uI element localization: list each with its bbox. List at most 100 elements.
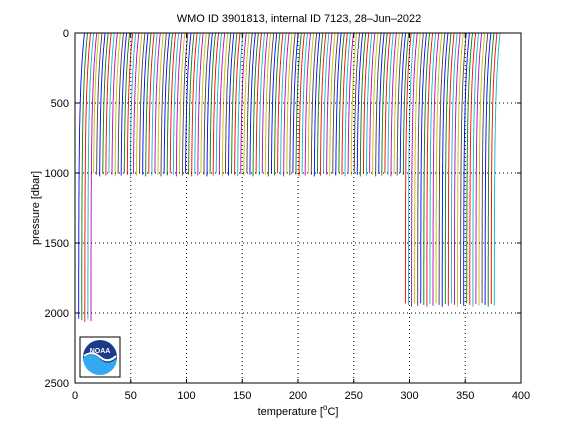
- profile-line: [166, 32, 174, 176]
- profile-line: [191, 32, 198, 177]
- profile-line: [240, 32, 247, 174]
- profile-line: [310, 32, 318, 175]
- profile-line: [289, 32, 296, 176]
- profile-line: [209, 32, 216, 174]
- profile-line: [87, 32, 95, 320]
- x-tick-label: 200: [289, 390, 307, 402]
- profile-line: [224, 32, 232, 174]
- x-tick-label: 250: [345, 390, 363, 402]
- profile-line: [429, 32, 437, 304]
- profile-line: [469, 32, 477, 305]
- x-tick-label: 150: [233, 390, 251, 402]
- profile-line: [378, 32, 385, 174]
- profile-line: [157, 32, 164, 175]
- profile-line: [387, 32, 394, 175]
- profile-line: [329, 32, 336, 177]
- profile-line: [105, 32, 112, 176]
- profile-line: [478, 32, 486, 306]
- profile-line: [466, 32, 473, 304]
- profile-line: [372, 32, 379, 175]
- profile-line: [457, 32, 464, 307]
- profile-line: [438, 32, 446, 305]
- profile-line: [320, 32, 327, 176]
- profile-line: [178, 32, 186, 174]
- profile-line: [292, 32, 299, 173]
- profile-line: [136, 32, 143, 176]
- profile-line: [426, 32, 434, 307]
- y-tick-label: 1000: [45, 168, 69, 180]
- profile-line: [258, 32, 265, 176]
- profile-line: [234, 32, 241, 175]
- x-tick-label: 400: [512, 390, 530, 402]
- profile-line: [108, 32, 115, 173]
- profile-line: [393, 32, 400, 174]
- profile-line: [96, 32, 103, 175]
- chart-title: WMO ID 3901813, internal ID 7123, 28–Jun…: [177, 13, 422, 25]
- profile-line: [206, 32, 213, 177]
- profile-line: [301, 32, 308, 174]
- x-tick-label: 100: [177, 390, 195, 402]
- profile-line: [270, 32, 278, 174]
- profile-line: [295, 32, 302, 175]
- profile-line: [160, 32, 167, 177]
- y-tick-label: 1500: [45, 238, 69, 250]
- x-tick-label: 0: [72, 390, 78, 402]
- profile-line: [274, 32, 281, 176]
- x-axis-label: temperature [oC]: [258, 403, 339, 418]
- profile-line: [362, 32, 370, 174]
- profile-line: [475, 32, 483, 304]
- profile-line: [313, 32, 321, 177]
- profile-line: [81, 32, 88, 321]
- profile-line: [237, 32, 244, 177]
- profile-line: [243, 32, 250, 176]
- profile-line: [84, 32, 92, 322]
- profile-line: [404, 32, 412, 304]
- x-axis-label-pre: temperature [: [258, 406, 323, 418]
- profile-line: [203, 32, 210, 175]
- profile-line: [447, 32, 455, 306]
- profile-line: [481, 32, 489, 304]
- profile-line: [163, 32, 170, 174]
- profile-line: [384, 32, 391, 173]
- profile-line: [402, 32, 410, 175]
- noaa-logo-text: NOAA: [90, 348, 111, 355]
- profile-line: [316, 32, 324, 174]
- y-tick-label: 2500: [45, 378, 69, 390]
- profile-line: [326, 32, 333, 175]
- profile-line: [172, 32, 180, 175]
- profile-line: [323, 32, 330, 173]
- grid-lines: [75, 33, 521, 383]
- y-tick-label: 0: [63, 28, 69, 40]
- x-tick-label: 300: [400, 390, 418, 402]
- profile-line: [298, 32, 305, 177]
- profile-line: [344, 32, 351, 177]
- profile-line: [347, 32, 354, 174]
- noaa-logo: NOAA: [79, 336, 121, 378]
- y-axis: 0 500 1000 1500 2000 2500: [45, 28, 521, 390]
- profile-line: [390, 32, 397, 177]
- profile-line: [484, 32, 492, 305]
- profile-line: [408, 32, 415, 305]
- profile-line: [267, 32, 275, 177]
- profile-line: [148, 32, 155, 174]
- profile-line: [228, 32, 235, 176]
- profile-line: [93, 32, 100, 173]
- profile-line: [304, 32, 311, 176]
- profile-line: [277, 32, 284, 173]
- profile-line: [450, 32, 458, 304]
- profile-line: [280, 32, 287, 175]
- profile-line: [487, 32, 495, 307]
- profile-line: [90, 32, 98, 322]
- profile-line: [114, 32, 121, 177]
- profile-line: [414, 32, 421, 304]
- profile-line: [432, 32, 440, 306]
- profile-line: [369, 32, 376, 173]
- profile-line: [366, 32, 373, 176]
- profile-line: [188, 32, 195, 175]
- profile-line: [283, 32, 290, 177]
- x-axis-label-post: C]: [327, 406, 338, 418]
- profile-line: [341, 32, 348, 175]
- profile-line: [463, 32, 470, 306]
- profile-line: [99, 32, 106, 177]
- profile-line: [194, 32, 201, 174]
